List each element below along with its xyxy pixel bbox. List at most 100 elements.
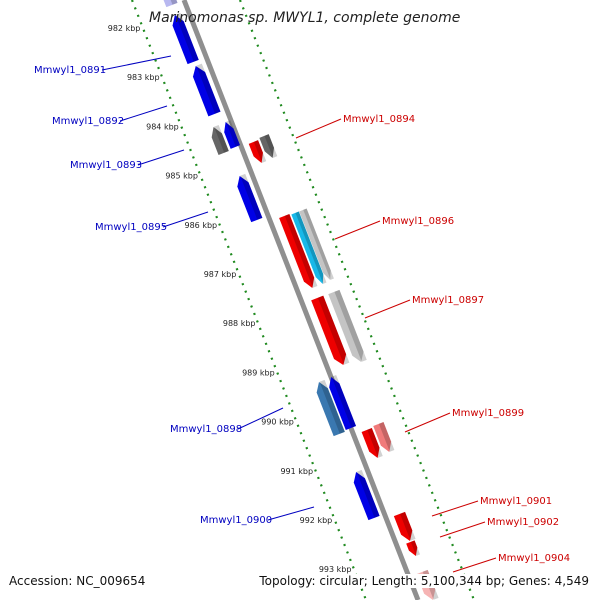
gene-0893a (211, 125, 229, 155)
kbp-label: 982 kbp (108, 24, 141, 33)
leader-line-reverse (431, 500, 479, 517)
kbp-label: 984 kbp (146, 122, 179, 131)
gene-0897b-body (328, 289, 364, 362)
gene-0896a-shade (284, 214, 318, 288)
kbp-label: 991 kbp (280, 467, 313, 476)
gene-0897a (311, 295, 350, 365)
leader-line-reverse (364, 299, 411, 319)
gene-0899b (373, 422, 395, 452)
gene-0896a-body (279, 214, 315, 288)
gene-0894b-body (259, 134, 275, 158)
reverse-gene-label: Mmwyl1_0902 (487, 517, 559, 528)
gene-0896a (279, 214, 318, 288)
leader-line-reverse (439, 521, 486, 538)
leader-line-forward (119, 105, 168, 122)
gene-0892 (192, 63, 221, 117)
kbp-label: 993 kbp (319, 565, 352, 574)
gene-0898b-shade (331, 375, 357, 428)
kbp-label: 992 kbp (300, 516, 333, 525)
gene-0896c-shade (303, 208, 334, 280)
leader-line-reverse (404, 412, 451, 433)
gene-0893a-body (211, 127, 229, 155)
reverse-gene-label: Mmwyl1_0897 (412, 295, 484, 306)
forward-gene-label: Mmwyl1_0900 (200, 515, 272, 526)
reverse-gene-label: Mmwyl1_0901 (480, 496, 552, 507)
gene-0893b-body (224, 122, 240, 149)
gene-0901-shade (400, 511, 416, 541)
topology-text: Topology: circular; Length: 5,100,344 bp… (259, 574, 589, 588)
gene-0900-shade (356, 469, 380, 518)
tick-track-left (130, 0, 368, 600)
gene-0902-shade (410, 540, 421, 556)
forward-gene-label: Mmwyl1_0893 (70, 160, 142, 171)
forward-gene-label: Mmwyl1_0895 (95, 222, 167, 233)
genome-backbone (181, 0, 421, 600)
accession-text: Accession: NC_009654 (9, 574, 146, 588)
gene-0896c-body (299, 208, 331, 280)
gene-0901 (393, 511, 416, 541)
kbp-ticks: 982 kbp 983 kbp 984 kbp 985 kbp 986 kbp 987 k… (108, 24, 352, 574)
gene-0899b-body (373, 422, 392, 452)
kbp-label: 988 kbp (223, 319, 256, 328)
leader-line-forward (162, 211, 209, 228)
gene-0895-body (237, 176, 263, 223)
gene-0896b-shade (295, 211, 327, 284)
gene-0891 (172, 12, 199, 65)
gene-0899a-shade (367, 428, 383, 458)
gene-0899a-body (361, 428, 380, 458)
gene-features (163, 0, 439, 600)
reverse-gene-label: Mmwyl1_0899 (452, 408, 524, 419)
gene-0898a-shade (319, 379, 345, 434)
gene-0891-shade (175, 12, 199, 62)
leader-line-forward (137, 149, 185, 166)
gene-0896b-body (291, 211, 324, 284)
tick-track-right (238, 0, 476, 600)
gene-0891-body (172, 15, 199, 65)
gene-0898a-body (316, 382, 345, 437)
reverse-gene-label: Mmwyl1_0894 (343, 114, 415, 125)
gene-0899a (361, 428, 383, 458)
forward-gene-label: Mmwyl1_0898 (170, 424, 242, 435)
kbp-label: 989 kbp (242, 368, 275, 377)
gene-0894b (259, 134, 278, 158)
gene-0892-shade (196, 63, 221, 114)
gene-0894a (248, 140, 267, 163)
reverse-gene-label: Mmwyl1_0896 (382, 216, 454, 227)
kbp-label: 985 kbp (165, 172, 198, 181)
gene-0892-body (192, 66, 221, 117)
gene-0902 (406, 540, 421, 556)
gene-0896b (291, 211, 327, 284)
gene-top-fragment-shade (170, 0, 178, 5)
gene-0893b (224, 120, 240, 149)
tick-tracks (130, 0, 476, 600)
gene-0896c (299, 208, 334, 280)
gene-0900 (353, 469, 380, 521)
leader-line-reverse (334, 220, 381, 240)
forward-gene-label: Mmwyl1_0891 (34, 65, 106, 76)
leader-line-forward (101, 55, 172, 71)
gene-0897b-shade (334, 289, 367, 362)
gene-0898b-body (329, 377, 357, 430)
gene-0898a (316, 379, 345, 437)
gene-0895-shade (240, 173, 263, 220)
forward-gene-label: Mmwyl1_0892 (52, 116, 124, 127)
gene-0893b-shade (226, 120, 240, 147)
kbp-label: 987 kbp (204, 270, 237, 279)
gene-top-fragment-body (163, 0, 178, 8)
label-leader-lines (101, 55, 497, 573)
leader-line-reverse (452, 557, 497, 573)
gene-0897b (328, 289, 367, 362)
gene-0900-body (353, 472, 380, 521)
leader-line-forward (237, 407, 284, 430)
gene-0894a-body (248, 140, 263, 163)
gene-labels: Mmwyl1_0891 Mmwyl1_0892 Mmwyl1_0893 Mmwyl1_… (34, 65, 570, 564)
kbp-label: 990 kbp (261, 418, 294, 427)
kbp-label: 983 kbp (127, 73, 160, 82)
gene-0901-body (393, 511, 413, 541)
gene-0899b-shade (378, 422, 395, 452)
map-title: Marinomonas sp. MWYL1, complete genome (149, 10, 460, 26)
gene-0894b-shade (264, 134, 278, 158)
gene-0902-body (406, 540, 418, 556)
gene-0894a-shade (253, 140, 267, 163)
